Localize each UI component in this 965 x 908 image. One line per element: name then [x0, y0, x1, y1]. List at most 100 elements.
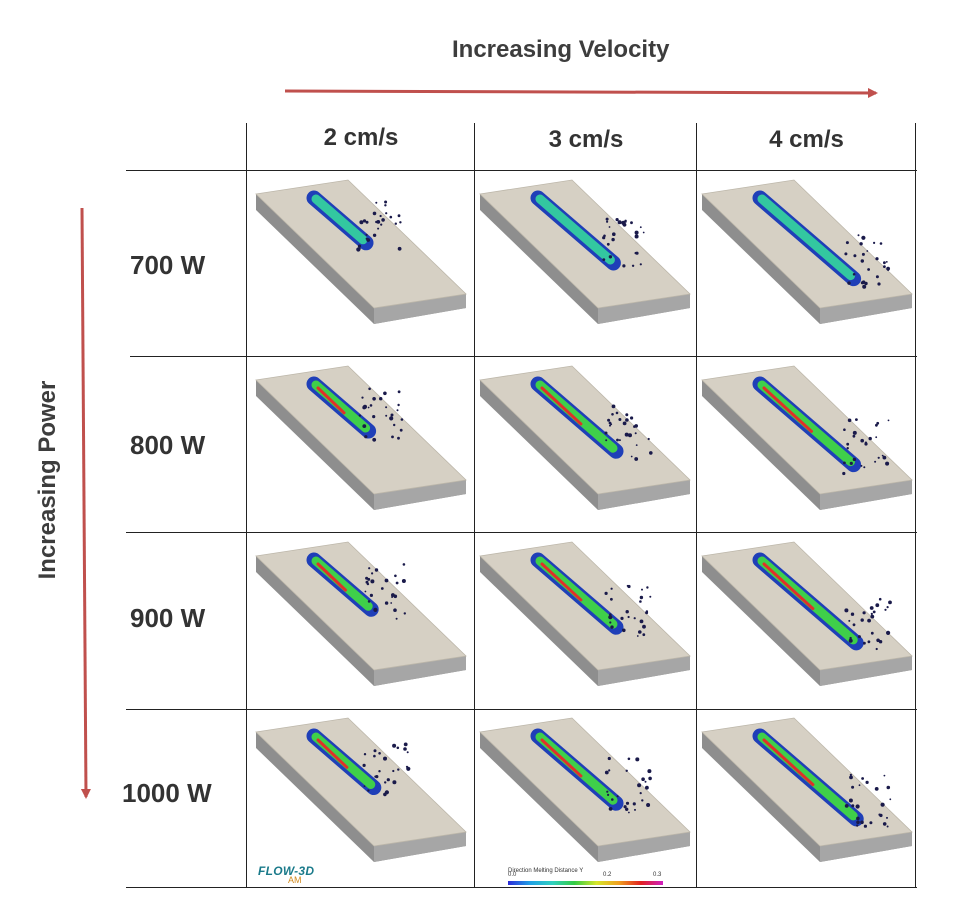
spatter-particle: [850, 612, 855, 616]
spatter-particle: [384, 781, 387, 784]
legend-title: Direction Melting Distance Y: [508, 868, 584, 874]
spatter-particle: [390, 413, 394, 417]
spatter-particle: [602, 236, 606, 240]
spatter-particle: [848, 798, 853, 803]
spatter-particle: [884, 608, 887, 611]
spatter-particle: [638, 630, 642, 634]
spatter-particle: [608, 807, 613, 811]
spatter-particles: [844, 234, 890, 289]
spatter-particle: [860, 820, 864, 825]
spatter-particle: [879, 242, 883, 245]
spatter-particle: [642, 633, 646, 637]
spatter-particle: [847, 281, 851, 285]
spatter-particle: [399, 221, 402, 224]
spatter-particle: [870, 631, 874, 635]
spatter-particle: [368, 567, 371, 570]
spatter-particle: [626, 584, 629, 587]
spatter-particle: [630, 455, 633, 458]
spatter-particle: [391, 593, 395, 597]
spatter-particle: [861, 252, 865, 256]
col-header-2cms: 2 cm/s: [323, 124, 399, 151]
grid-line: [130, 356, 917, 357]
spatter-particle: [877, 282, 881, 286]
spatter-particle: [608, 769, 611, 772]
spatter-particles: [364, 563, 406, 620]
simulation-cell: [701, 717, 913, 862]
spatter-particle: [647, 769, 652, 774]
spatter-particle: [364, 590, 367, 593]
spatter-particle: [367, 789, 370, 792]
spatter-particle: [845, 241, 849, 245]
legend-colorbar: [508, 881, 663, 885]
melt-track-fill: [535, 194, 615, 265]
spatter-particle: [851, 785, 855, 789]
spatter-particle: [846, 447, 849, 450]
spatter-particle: [634, 808, 636, 811]
spatter-particle: [856, 820, 860, 825]
spatter-particle: [865, 780, 869, 784]
spatter-particle: [859, 242, 863, 246]
spatter-particle: [375, 201, 378, 204]
spatter-particle: [843, 428, 846, 431]
spatter-particle: [848, 638, 853, 643]
spatter-particle: [873, 241, 876, 244]
spatter-particle: [886, 825, 889, 828]
power-arrow: [80, 207, 91, 799]
spatter-particle: [628, 433, 632, 438]
spatter-particle: [391, 435, 394, 439]
spatter-particle: [647, 437, 650, 441]
plate-front: [598, 832, 690, 862]
spatter-particle: [365, 220, 369, 224]
spatter-particle: [869, 606, 874, 610]
spatter-particles: [844, 597, 892, 651]
spatter-particle: [867, 640, 871, 644]
spatter-particle: [374, 775, 377, 778]
plate-front: [820, 480, 912, 510]
spatter-particle: [368, 387, 371, 391]
spatter-particle: [604, 770, 609, 775]
spatter-particle: [863, 466, 866, 469]
spatter-particle: [385, 414, 388, 417]
spatter-particles: [844, 773, 892, 828]
simulation-cell: [479, 717, 691, 862]
melt-track-hot: [540, 738, 583, 778]
spatter-particle: [394, 574, 397, 578]
spatter-particle: [855, 804, 860, 809]
spatter-particle: [635, 757, 640, 762]
spatter-particle: [378, 770, 381, 773]
spatter-particle: [857, 635, 861, 639]
simulation-cell: [479, 365, 691, 510]
simulation-cell: [701, 179, 913, 324]
grid-line: [696, 123, 697, 888]
spatter-particle: [607, 418, 611, 422]
spatter-particle: [605, 217, 609, 221]
spatter-particle: [639, 595, 644, 600]
spatter-particle: [604, 591, 608, 595]
spatter-particle: [646, 586, 649, 589]
spatter-particle: [371, 572, 374, 575]
spatter-particle: [367, 577, 371, 581]
spatter-particle: [615, 411, 619, 415]
spatter-particle: [843, 461, 846, 465]
velocity-arrow: [284, 87, 878, 98]
legend-tick: 0.0: [508, 872, 517, 878]
spatter-particle: [386, 778, 390, 782]
spatter-particle: [853, 254, 857, 258]
spatter-particle: [875, 436, 878, 439]
spatter-particle: [875, 647, 878, 651]
spatter-particle: [630, 416, 634, 420]
spatter-particle: [860, 259, 864, 263]
spatter-particle: [611, 798, 614, 801]
spatter-particle: [403, 612, 406, 615]
spatter-particle: [634, 230, 639, 235]
spatter-particle: [875, 275, 879, 279]
spatter-particle: [633, 617, 636, 620]
spatter-particle: [602, 258, 606, 261]
spatter-particle: [362, 763, 366, 767]
spatter-particle: [403, 742, 408, 747]
melt-track-hot: [316, 386, 346, 415]
spatter-particle: [372, 415, 376, 419]
spatter-particle: [634, 432, 637, 435]
spatter-particle: [363, 785, 366, 787]
simulation-cell: [479, 179, 691, 324]
